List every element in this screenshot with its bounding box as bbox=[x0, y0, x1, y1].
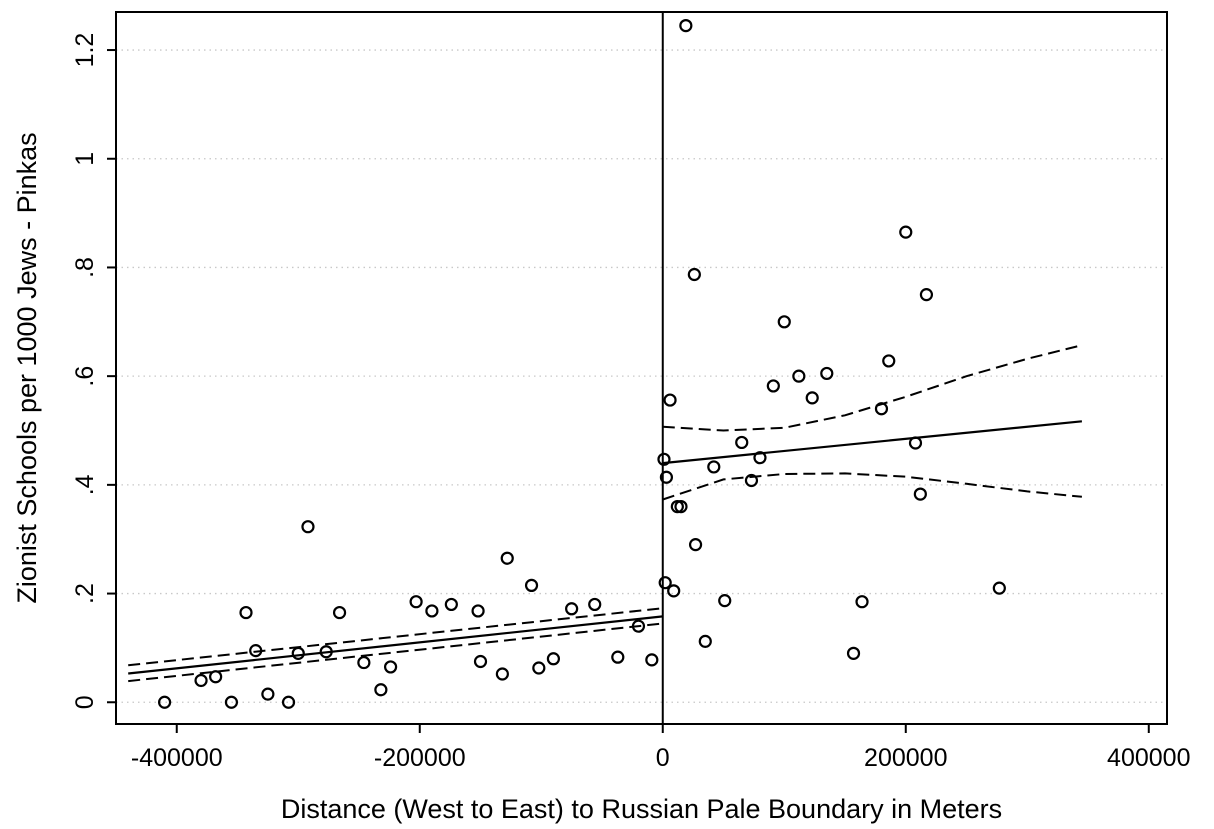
data-point-28 bbox=[631, 619, 646, 633]
y-tick-label-0: 0 bbox=[71, 695, 99, 709]
fit-line-1 bbox=[662, 420, 1083, 465]
data-point-44 bbox=[744, 473, 759, 488]
data-point-6 bbox=[261, 687, 275, 701]
data-point-56 bbox=[908, 436, 923, 450]
data-point-49 bbox=[805, 391, 819, 405]
data-point-11 bbox=[332, 605, 347, 620]
data-point-50 bbox=[820, 366, 834, 381]
data-point-8 bbox=[291, 646, 305, 660]
data-point-7 bbox=[281, 695, 296, 709]
data-point-38 bbox=[687, 267, 701, 282]
data-point-13 bbox=[374, 683, 388, 697]
x-tick-label-0: -400000 bbox=[131, 744, 223, 772]
y-tick-label-4: .8 bbox=[71, 257, 99, 278]
x-tick-label-4: 400000 bbox=[1107, 744, 1190, 772]
data-point-54 bbox=[882, 354, 896, 368]
x-axis: -400000 -200000 0 200000 400000 bbox=[131, 724, 1190, 772]
data-point-53 bbox=[874, 402, 889, 416]
ci-upper-0 bbox=[128, 607, 663, 667]
plot-frame bbox=[115, 11, 1168, 725]
data-point-37 bbox=[679, 18, 693, 33]
data-point-16 bbox=[425, 604, 439, 618]
data-point-39 bbox=[688, 538, 703, 552]
ci-lower-1 bbox=[662, 472, 1082, 501]
data-point-15 bbox=[409, 595, 423, 609]
data-point-3 bbox=[224, 695, 239, 709]
data-point-19 bbox=[473, 654, 488, 669]
data-point-9 bbox=[301, 520, 315, 534]
data-point-42 bbox=[718, 594, 732, 608]
data-point-27 bbox=[611, 650, 625, 664]
data-point-5 bbox=[249, 644, 263, 658]
data-point-31 bbox=[657, 452, 671, 466]
data-point-29 bbox=[645, 653, 659, 667]
data-point-26 bbox=[588, 597, 602, 612]
data-point-18 bbox=[471, 604, 485, 618]
data-point-46 bbox=[766, 379, 780, 393]
data-point-34 bbox=[667, 584, 681, 598]
y-tick-label-3: .6 bbox=[71, 366, 99, 387]
data-point-21 bbox=[500, 551, 514, 565]
data-point-41 bbox=[707, 460, 721, 474]
data-point-33 bbox=[663, 393, 677, 407]
y-axis: 0 .2 .4 .6 .8 1 1.2 bbox=[71, 33, 116, 709]
ci-upper-1 bbox=[662, 344, 1083, 432]
data-point-14 bbox=[383, 660, 398, 674]
data-point-4 bbox=[239, 605, 253, 620]
data-point-52 bbox=[855, 595, 869, 609]
data-point-55 bbox=[899, 225, 913, 239]
data-point-45 bbox=[753, 451, 767, 465]
data-point-1 bbox=[194, 673, 208, 688]
data-point-58 bbox=[919, 288, 934, 302]
data-point-24 bbox=[546, 652, 561, 666]
data-point-10 bbox=[319, 645, 333, 659]
ci-lower-0 bbox=[128, 622, 663, 683]
data-point-25 bbox=[565, 602, 579, 616]
data-point-36 bbox=[674, 499, 688, 514]
data-point-43 bbox=[735, 435, 749, 450]
scatter-points bbox=[158, 18, 1006, 709]
data-point-40 bbox=[698, 634, 712, 648]
fit-lines bbox=[128, 344, 1083, 683]
data-point-51 bbox=[846, 646, 861, 660]
data-point-32 bbox=[659, 470, 674, 484]
x-axis-label: Distance (West to East) to Russian Pale … bbox=[281, 794, 1002, 824]
y-tick-label-6: 1.2 bbox=[71, 33, 99, 68]
y-axis-label: Zionist Schools per 1000 Jews - Pinkas bbox=[12, 132, 42, 603]
data-point-59 bbox=[992, 581, 1006, 595]
y-tick-label-1: .2 bbox=[71, 583, 99, 604]
data-point-48 bbox=[792, 369, 806, 383]
fit-line-0 bbox=[128, 615, 663, 675]
data-point-0 bbox=[158, 695, 172, 709]
data-point-20 bbox=[495, 667, 509, 681]
x-tick-label-2: 0 bbox=[656, 744, 670, 772]
data-point-17 bbox=[444, 597, 458, 612]
data-point-47 bbox=[777, 315, 791, 329]
y-tick-label-5: 1 bbox=[71, 152, 99, 166]
data-point-2 bbox=[209, 670, 223, 684]
data-point-12 bbox=[357, 655, 371, 670]
grid-lines bbox=[116, 49, 1167, 703]
data-point-22 bbox=[524, 578, 539, 593]
y-tick-label-2: .4 bbox=[71, 474, 99, 495]
data-point-23 bbox=[532, 661, 546, 675]
x-tick-label-1: -200000 bbox=[374, 744, 466, 772]
x-tick-label-3: 200000 bbox=[864, 744, 947, 772]
data-point-57 bbox=[913, 487, 927, 501]
data-point-30 bbox=[658, 576, 672, 590]
